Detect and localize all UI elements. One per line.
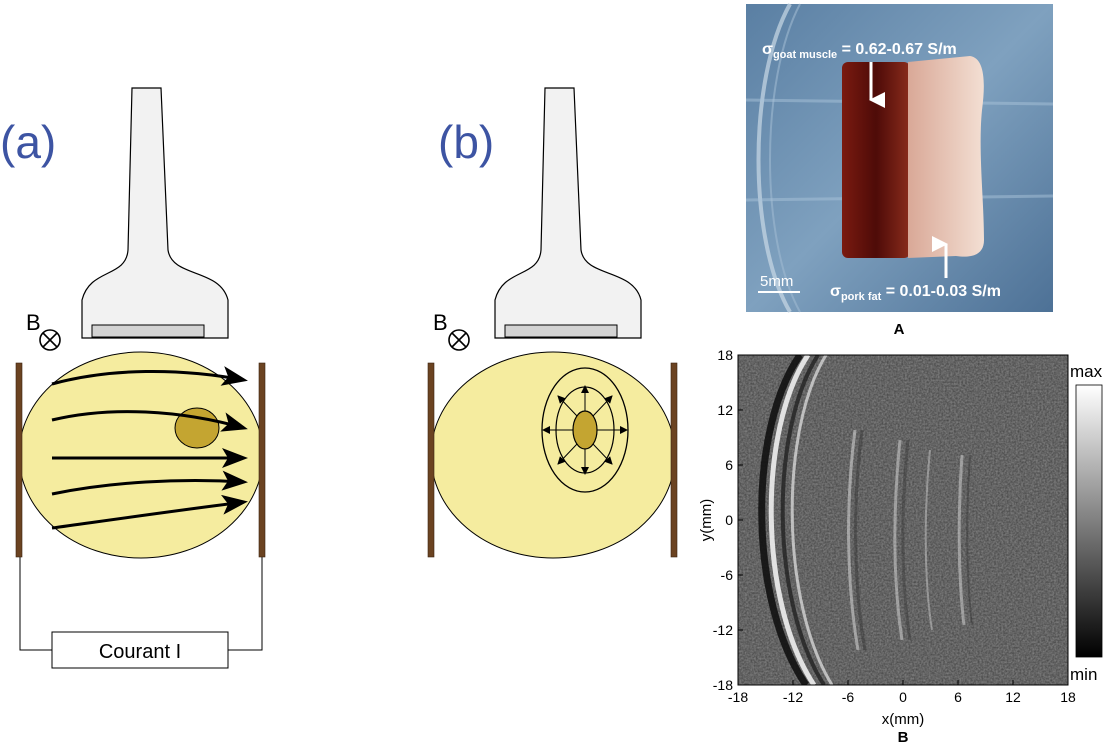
field-symbol-a: B	[26, 310, 41, 335]
probe-transducer-b	[504, 324, 618, 338]
y-tick-label: 6	[725, 457, 733, 473]
current-line-4	[51, 470, 248, 496]
muscle-sigma: σ	[762, 41, 773, 58]
fat-value: = 0.01-0.03 S/m	[881, 283, 1001, 300]
field-into-page-icon-a	[39, 329, 61, 351]
scale-bar-label: 5mm	[760, 273, 793, 290]
x-tick-label: 18	[1060, 689, 1076, 705]
x-tick-label: 6	[954, 689, 962, 705]
image-b-label: B	[898, 729, 909, 746]
current-line-1	[51, 366, 248, 386]
x-tick-label: -12	[783, 689, 803, 705]
colorbar: max min	[1070, 362, 1103, 684]
image-b: -18 -12 -6 0 6 12 18 x(mm) B 18 12 6 0 -…	[698, 347, 1103, 746]
photo-a-label: A	[894, 321, 905, 338]
colorbar-gradient	[1075, 384, 1103, 658]
field-into-page-icon-b	[448, 329, 470, 351]
electrode-left-b	[427, 362, 435, 558]
colorbar-min-label: min	[1070, 665, 1097, 684]
current-lines-a	[51, 366, 248, 530]
x-axis: -18 -12 -6 0 6 12 18 x(mm) B	[728, 680, 1076, 746]
radial-arrows-b	[542, 385, 628, 475]
y-tick-label: -6	[721, 567, 734, 583]
fat-conductivity-label: σpork fat = 0.01-0.03 S/m	[830, 283, 1001, 303]
x-tick-label: 0	[899, 689, 907, 705]
current-line-5	[51, 494, 248, 530]
muscle-conductivity-label: σgoat muscle = 0.62-0.67 S/m	[762, 41, 957, 61]
probe-transducer-a	[91, 324, 205, 338]
muscle-value: = 0.62-0.67 S/m	[837, 41, 957, 58]
y-axis-label: y(mm)	[698, 499, 715, 541]
pork-fat-sample	[908, 56, 984, 258]
panel-b: (b) B	[427, 87, 678, 559]
panel-a-label: (a)	[0, 116, 56, 168]
goat-muscle-sample	[842, 62, 910, 258]
ultrasound-probe-a	[81, 87, 229, 339]
current-source-box	[51, 631, 229, 669]
fat-sigma: σ	[830, 283, 841, 300]
panel-a: (a) B Courant I	[0, 87, 266, 669]
x-tick-label: -6	[842, 689, 855, 705]
panel-b-label: (b)	[438, 116, 494, 168]
inclusion-b	[572, 410, 598, 450]
y-tick-label: -12	[713, 622, 733, 638]
electrode-right-b	[670, 362, 678, 558]
ultrasound-probe-b	[494, 87, 642, 339]
x-tick-label: -18	[728, 689, 748, 705]
electrode-right-a	[258, 362, 266, 558]
colorbar-max-label: max	[1070, 362, 1103, 381]
field-symbol-b: B	[433, 310, 448, 335]
wire-right-a	[228, 557, 263, 651]
y-tick-label: 18	[717, 347, 733, 363]
y-tick-label: 0	[725, 512, 733, 528]
x-tick-label: 12	[1005, 689, 1021, 705]
y-tick-label: 12	[717, 402, 733, 418]
muscle-subscript: goat muscle	[773, 49, 837, 61]
tissue-ellipse-b	[430, 351, 676, 559]
y-axis: 18 12 6 0 -6 -12 -18 y(mm)	[698, 347, 743, 693]
photo-a: σgoat muscle = 0.62-0.67 S/m σpork fat =…	[745, 3, 1054, 338]
electrode-left-a	[15, 362, 23, 558]
fat-subscript: pork fat	[841, 291, 882, 303]
y-tick-label: -18	[713, 677, 733, 693]
current-source-label: Courant I	[99, 641, 181, 663]
x-axis-label: x(mm)	[882, 711, 924, 728]
wire-left-a	[19, 557, 52, 651]
current-line-2	[51, 410, 248, 432]
